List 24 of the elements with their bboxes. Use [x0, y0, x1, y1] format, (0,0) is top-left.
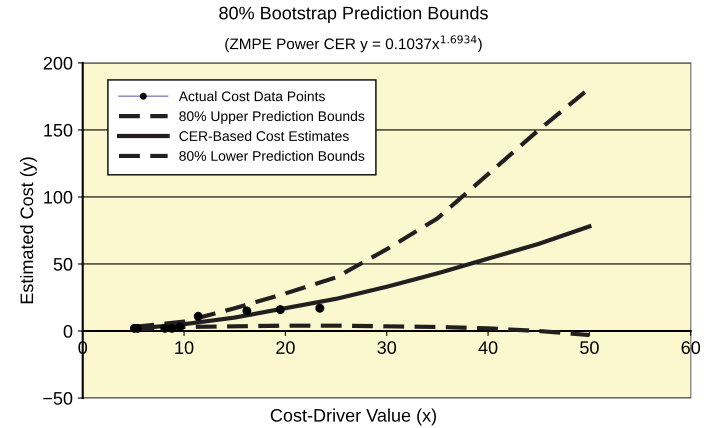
point	[315, 304, 324, 313]
y-axis-title: Estimated Cost (y)	[20, 157, 37, 304]
x-axis-title: Cost-Driver Value (x)	[270, 408, 436, 426]
x-tick-label: 60	[682, 341, 700, 354]
x-tick-label: 40	[478, 341, 498, 354]
x-tick-label: 30	[377, 341, 396, 354]
x-tick-label: 20	[276, 341, 295, 354]
point	[276, 305, 285, 314]
y-tick-label: 100	[44, 190, 72, 204]
legend-label: Actual Cost Data Points	[178, 91, 325, 102]
point	[242, 306, 252, 316]
legend-label: CER-Based Cost Estimates	[179, 130, 349, 142]
y-tick-label: −50	[43, 392, 72, 405]
point	[194, 312, 203, 321]
y-tick-label: 150	[44, 124, 72, 137]
chart-subtitle: (ZMPE Power CER y = 0.1037x$^{1.6934}$)	[225, 35, 482, 52]
y-tick-label: 200	[44, 56, 72, 70]
x-tick-label: 10	[175, 341, 194, 354]
chart-title: 80% Bootstrap Prediction Bounds	[219, 6, 488, 24]
legend-label: 80% Upper Prediction Bounds	[179, 110, 364, 124]
x-tick-label: 50	[580, 341, 599, 354]
y-tick-label: 50	[54, 258, 72, 271]
legend-label: 80% Lower Prediction Bounds	[179, 150, 364, 161]
y-tick-label: 0	[64, 324, 72, 338]
